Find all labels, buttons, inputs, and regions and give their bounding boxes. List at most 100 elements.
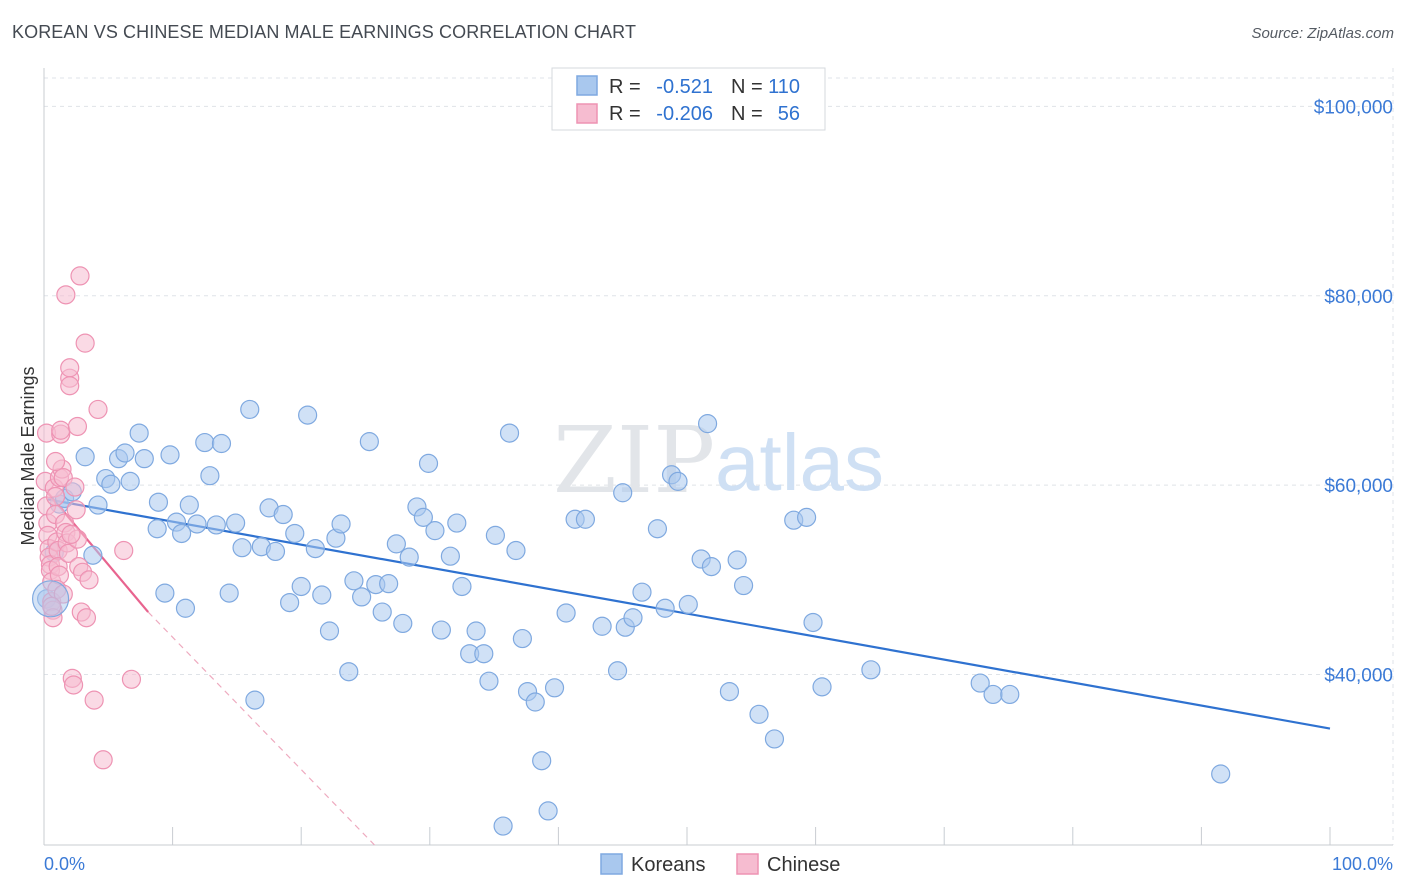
korean-point <box>447 513 467 533</box>
korean-point <box>575 509 596 529</box>
y-tick-label-2: $80,000 <box>1324 287 1393 308</box>
korean-point <box>678 594 698 615</box>
korean-point <box>440 546 460 566</box>
korean-r-label: R = <box>609 76 641 98</box>
chinese-point <box>67 416 88 437</box>
chinese-point <box>60 376 80 396</box>
korean-point <box>479 671 499 691</box>
korean-point <box>538 801 558 821</box>
korean-point <box>512 628 532 649</box>
korean-point <box>485 525 505 545</box>
chinese-r-label: R = <box>609 103 641 125</box>
korean-point <box>697 414 718 434</box>
korean-point <box>719 681 740 702</box>
korean-point <box>647 519 668 539</box>
korean-point <box>211 433 232 454</box>
korean-point <box>983 684 1003 705</box>
korean-point <box>727 550 747 570</box>
korean-point <box>319 621 340 641</box>
korean-point <box>147 519 167 539</box>
korean-point <box>226 513 246 533</box>
korean-point <box>544 678 565 698</box>
korean-point <box>175 598 196 618</box>
korean-point <box>592 616 612 636</box>
y-tick-label-1: $60,000 <box>1324 476 1393 497</box>
korean-point <box>372 602 392 622</box>
korean-point <box>764 729 785 749</box>
axes <box>43 68 1393 846</box>
chinese-point <box>65 477 85 497</box>
korean-point <box>352 587 372 607</box>
chinese-point <box>51 420 71 440</box>
korean-point <box>245 690 265 710</box>
y-axis-title: Median Male Earnings <box>18 366 38 545</box>
korean-point <box>155 583 175 603</box>
koreans-legend-swatch <box>600 853 623 875</box>
korean-point <box>148 492 169 512</box>
korean-point <box>393 613 413 634</box>
korean-point <box>129 423 149 443</box>
watermark: ZIP atlas <box>553 407 884 514</box>
chinese-n-value: 56 <box>778 103 800 125</box>
korean-point <box>812 677 832 697</box>
korean-point <box>75 447 95 467</box>
chinese-legend-swatch <box>736 853 759 875</box>
korean-point <box>344 571 364 591</box>
korean-point <box>298 405 318 425</box>
korean-point <box>232 538 252 558</box>
koreans-legend-label: Koreans <box>631 854 706 876</box>
korean-point <box>83 545 103 565</box>
korean-point <box>399 547 419 567</box>
chinese-point <box>63 675 84 695</box>
korean-point <box>701 557 722 577</box>
x-tick-label-max: 100.0% <box>1332 854 1393 874</box>
korean-point <box>466 621 486 641</box>
chinese-point <box>45 486 66 507</box>
korean-swatch <box>576 75 598 96</box>
chinese-swatch <box>576 103 598 124</box>
korean-point <box>431 620 451 640</box>
korean-point <box>331 514 351 534</box>
korean-n-value: 110 <box>768 76 800 98</box>
data-points <box>31 266 1231 836</box>
korean-point <box>525 692 545 712</box>
tick-labels: $40,000 $60,000 $80,000 $100,000 0.0% 100.0% <box>44 97 1393 874</box>
korean-point <box>632 582 652 602</box>
korean-point <box>195 432 215 453</box>
korean-point <box>101 474 121 494</box>
chinese-n-label: N = <box>731 103 763 125</box>
korean-point <box>733 575 754 596</box>
chinese-point <box>61 524 81 545</box>
korean-r-value: -0.521 <box>656 76 713 98</box>
korean-point <box>339 662 359 682</box>
korean-point <box>861 660 881 680</box>
korean-point <box>655 598 675 618</box>
y-tick-label-3: $100,000 <box>1314 97 1393 118</box>
korean-point <box>493 816 513 836</box>
chinese-point <box>60 358 80 378</box>
korean-point <box>280 592 300 613</box>
korean-point <box>219 583 239 603</box>
chinese-point <box>76 608 97 628</box>
bottom-legend: Koreans Chinese <box>600 853 840 876</box>
chinese-point <box>70 266 90 286</box>
korean-point <box>796 507 817 527</box>
korean-point <box>134 449 154 469</box>
chinese-trend-extension <box>147 611 375 846</box>
korean-point <box>1211 764 1231 784</box>
korean-point <box>379 574 399 594</box>
korean-point <box>206 515 226 535</box>
chinese-point <box>45 451 66 472</box>
watermark-zip: ZIP <box>553 407 715 514</box>
chinese-point <box>121 669 142 689</box>
chinese-point <box>84 690 104 710</box>
korean-point <box>179 495 199 515</box>
stats-legend: R = -0.521 N = 110 R = -0.206 N = 56 <box>551 67 826 131</box>
chinese-point <box>56 285 76 305</box>
y-tick-label-0: $40,000 <box>1324 666 1393 687</box>
korean-point <box>305 539 325 559</box>
korean-point <box>413 507 433 527</box>
korean-point <box>312 585 332 605</box>
chinese-point <box>75 333 95 353</box>
